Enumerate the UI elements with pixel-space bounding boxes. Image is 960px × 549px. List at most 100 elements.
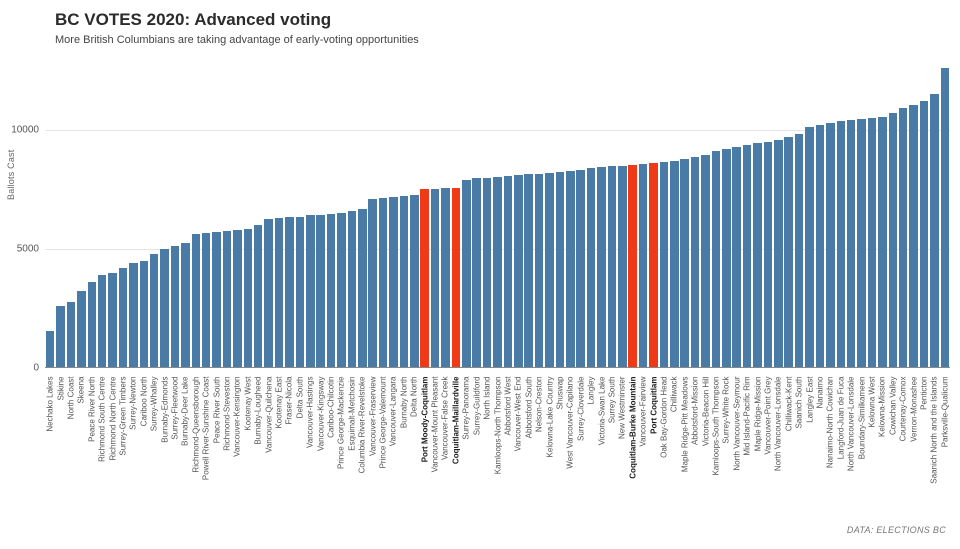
x-tick-label: Surrey-Whalley — [150, 377, 159, 537]
x-tick-label: Richmond North Centre — [108, 377, 117, 537]
x-tick-label: Peace River North — [87, 377, 96, 537]
bar — [140, 261, 149, 368]
x-tick-label: Surrey-Green Timbers — [119, 377, 128, 537]
x-tick-label: Surrey South — [607, 377, 616, 537]
x-tick-label: Surrey-Newton — [129, 377, 138, 537]
x-tick-label: Esquimalt-Metchosin — [347, 377, 356, 537]
bar — [244, 229, 253, 369]
bar — [192, 234, 201, 368]
bar — [826, 123, 835, 368]
x-tick-label: Vancouver-Point Grey — [763, 377, 772, 537]
bar — [88, 282, 97, 368]
bar — [150, 254, 159, 368]
bar-highlighted — [649, 163, 658, 368]
x-tick-label: Penticton — [919, 377, 928, 537]
x-tick-label: Burnaby-Deer Lake — [181, 377, 190, 537]
x-tick-label: Cariboo North — [139, 377, 148, 537]
x-tick-label: Nanaimo — [815, 377, 824, 537]
bar — [878, 117, 887, 368]
bar — [306, 215, 315, 368]
bar — [493, 177, 502, 368]
x-tick-label: Surrey-White Rock — [722, 377, 731, 537]
bar — [909, 105, 918, 369]
x-tick-label: Coquitlam-Burke Mountain — [628, 377, 637, 537]
bar — [774, 140, 783, 368]
x-tick-label: Kamloops-South Thompson — [711, 377, 720, 537]
bar-highlighted — [420, 189, 429, 368]
bar — [223, 231, 232, 368]
bar — [868, 118, 877, 368]
bar — [899, 108, 908, 368]
x-tick-label: Richmond-Steveston — [223, 377, 232, 537]
bar — [816, 125, 825, 368]
bar — [597, 167, 606, 368]
bar — [504, 176, 513, 368]
x-tick-label: Port Moody-Coquitlam — [420, 377, 429, 537]
x-tick-label: Powell River-Sunshine Coast — [202, 377, 211, 537]
bar — [379, 198, 388, 368]
bar — [805, 127, 814, 368]
x-tick-label: Kootenay West — [243, 377, 252, 537]
x-tick-label: Saanich South — [795, 377, 804, 537]
bar — [368, 199, 377, 368]
x-tick-label: Chilliwack-Kent — [784, 377, 793, 537]
x-tick-label: Vernon-Monashee — [909, 377, 918, 537]
x-tick-label: Shuswap — [555, 377, 564, 537]
x-tick-label: Langford-Juan de Fuca — [836, 377, 845, 537]
x-tick-label: Burnaby-Edmonds — [160, 377, 169, 537]
bar — [233, 230, 242, 368]
x-tick-label: Abbotsford South — [524, 377, 533, 537]
bar — [701, 155, 710, 368]
x-tick-label: Vancouver-Mount Pleasant — [431, 377, 440, 537]
bar — [108, 273, 117, 368]
x-tick-label: Vancouver-Fraserview — [368, 377, 377, 537]
bar — [275, 218, 284, 368]
bar — [171, 246, 180, 368]
bar — [556, 172, 565, 368]
bar — [296, 217, 305, 368]
x-tick-label: Peace River South — [212, 377, 221, 537]
x-tick-label: North Island — [483, 377, 492, 537]
x-tick-label: Kootenay East — [275, 377, 284, 537]
x-tick-label: Vancouver-False Creek — [441, 377, 450, 537]
bar — [410, 195, 419, 368]
bar — [431, 189, 440, 368]
bar — [680, 159, 689, 368]
x-tick-label: Cariboo-Chilcotin — [327, 377, 336, 537]
x-tick-label: Victoria-Swan Lake — [597, 377, 606, 537]
x-tick-label: Skeena — [77, 377, 86, 537]
bar — [941, 68, 950, 368]
bar — [119, 268, 128, 368]
bar — [316, 215, 325, 368]
bar — [337, 213, 346, 368]
bar — [837, 121, 846, 368]
x-tick-label: Parksville-Qualicum — [940, 377, 949, 537]
x-tick-label: Cowichan Valley — [888, 377, 897, 537]
x-tick-label: Delta South — [295, 377, 304, 537]
bar — [670, 161, 679, 368]
x-tick-label: Mid Island-Pacific Rim — [743, 377, 752, 537]
bar — [160, 249, 169, 368]
bar — [712, 151, 721, 368]
bar — [327, 214, 336, 368]
plot-area: 0500010000 — [45, 58, 950, 368]
bar — [618, 166, 627, 368]
data-credit: DATA: ELECTIONS BC — [847, 525, 946, 535]
x-tick-label: Stikine — [56, 377, 65, 537]
x-tick-label: Surrey-Panorama — [462, 377, 471, 537]
bar — [129, 263, 138, 368]
x-tick-label: Nelson-Creston — [535, 377, 544, 537]
bar — [920, 101, 929, 368]
x-tick-label: Victoria-Beacon Hill — [701, 377, 710, 537]
y-tick-label: 5000 — [17, 243, 45, 254]
x-tick-label: Vancouver-West End — [514, 377, 523, 537]
x-tick-label: Kelowna-Mission — [878, 377, 887, 537]
bar — [566, 171, 575, 368]
x-tick-label: Prince George-Mackenzie — [337, 377, 346, 537]
x-tick-label: Vancouver-Hastings — [306, 377, 315, 537]
y-tick-label: 10000 — [11, 124, 45, 135]
bar — [56, 306, 65, 368]
x-tick-label: Vancouver-Fairview — [639, 377, 648, 537]
y-tick-label: 0 — [33, 363, 45, 374]
x-tick-label: Courtenay-Comox — [899, 377, 908, 537]
